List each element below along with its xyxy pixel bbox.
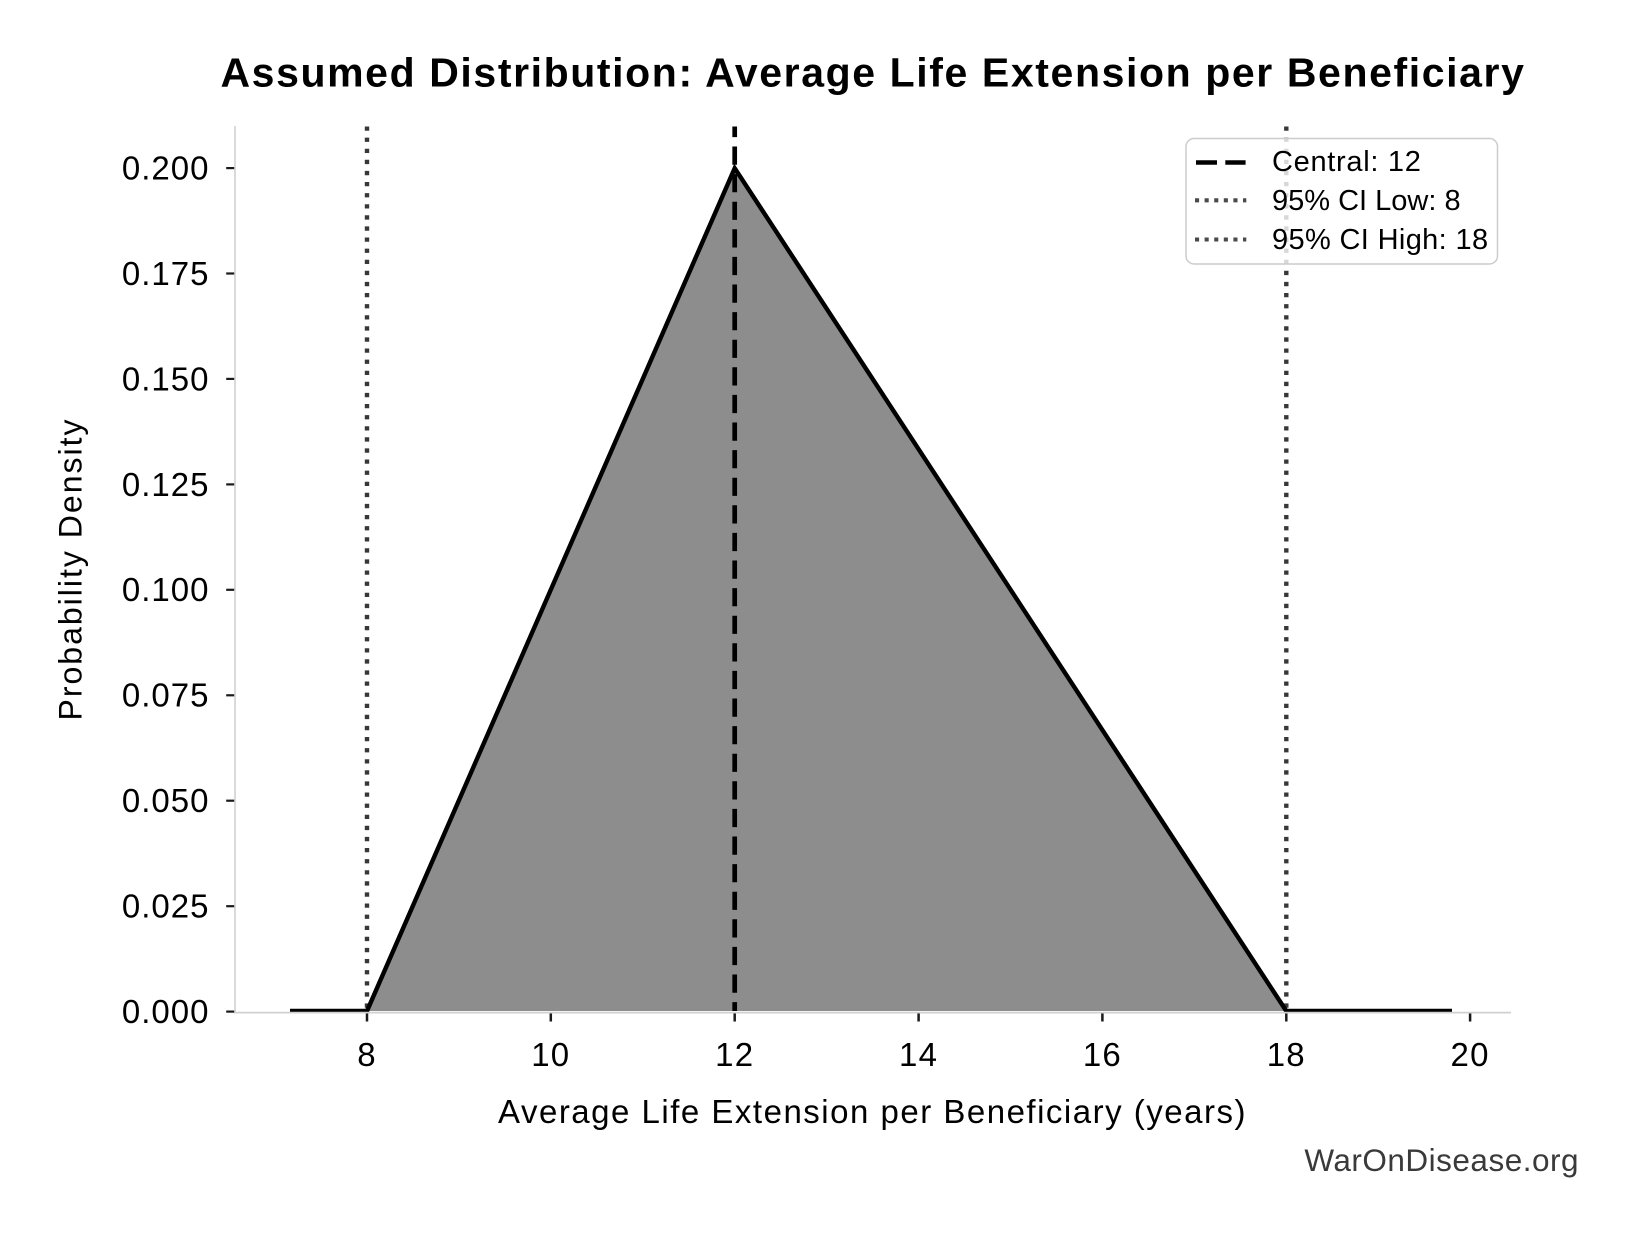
svg-text:0.000: 0.000 (122, 993, 210, 1030)
svg-text:0.075: 0.075 (122, 677, 210, 714)
svg-text:18: 18 (1267, 1036, 1306, 1073)
svg-text:Probability Density: Probability Density (53, 418, 89, 721)
svg-text:Assumed Distribution: Average: Assumed Distribution: Average Life Exten… (220, 49, 1525, 95)
svg-text:8: 8 (357, 1036, 377, 1073)
svg-text:12: 12 (715, 1036, 754, 1073)
svg-text:95% CI Low: 8: 95% CI Low: 8 (1272, 185, 1461, 217)
svg-text:14: 14 (899, 1036, 938, 1073)
svg-text:0.025: 0.025 (122, 888, 210, 925)
svg-text:0.200: 0.200 (122, 150, 210, 187)
svg-text:10: 10 (531, 1036, 570, 1073)
svg-text:95% CI High: 18: 95% CI High: 18 (1272, 224, 1488, 256)
svg-text:0.150: 0.150 (122, 360, 210, 397)
svg-text:Average Life Extension per Ben: Average Life Extension per Beneficiary (… (498, 1093, 1247, 1130)
svg-text:0.100: 0.100 (122, 571, 210, 608)
svg-text:WarOnDisease.org: WarOnDisease.org (1304, 1142, 1579, 1178)
svg-text:Central: 12: Central: 12 (1272, 146, 1422, 178)
svg-text:20: 20 (1451, 1036, 1490, 1073)
svg-text:0.175: 0.175 (122, 255, 210, 292)
svg-text:0.125: 0.125 (122, 466, 210, 503)
svg-text:16: 16 (1083, 1036, 1122, 1073)
svg-text:0.050: 0.050 (122, 782, 210, 819)
